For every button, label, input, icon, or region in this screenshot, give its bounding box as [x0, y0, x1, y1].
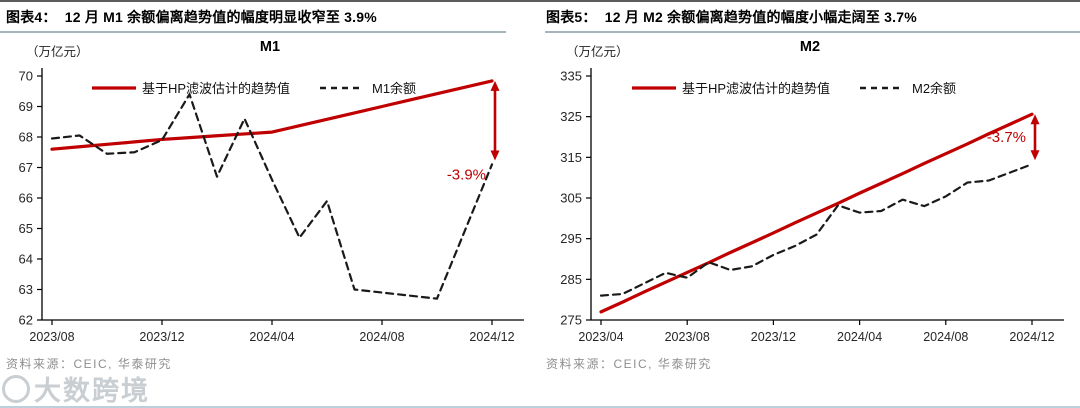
- watermark: 大数跨境: [2, 369, 150, 408]
- x-tick-label: 2023/12: [751, 330, 796, 344]
- y-tick-label: 69: [19, 99, 33, 114]
- y-tick-label: 67: [19, 160, 33, 175]
- y-tick-label: 68: [19, 130, 33, 145]
- y-tick-label: 62: [19, 313, 33, 328]
- y-tick-label: 335: [560, 69, 582, 84]
- source-note: 资料来源：CEIC, 华泰研究: [546, 357, 712, 371]
- source-note: 资料来源：CEIC, 华泰研究: [6, 357, 172, 371]
- deviation-percent-label: -3.9%: [447, 166, 486, 183]
- figure-m2: 图表5： 12 月 M2 余额偏离趋势值的幅度小幅走阔至 3.7% （万亿元） …: [540, 2, 1080, 372]
- y-tick-label: 70: [19, 69, 33, 84]
- m1-line-chart: 70 69 68 67 66 65 64 63 62 2023/08 2023/12 2024/04 2…: [19, 68, 524, 344]
- deviation-arrow-head-down: [1030, 150, 1040, 161]
- legend-balance-label: M2余额: [912, 81, 956, 96]
- y-tick-label: 65: [19, 221, 33, 236]
- legend-trend-label: 基于HP滤波估计的趋势值: [142, 81, 290, 96]
- chart-meta-row: （万亿元） M2: [540, 36, 1080, 62]
- figure-m1: 图表4： 12 月 M1 余额偏离趋势值的幅度明显收窄至 3.9% （万亿元） …: [0, 2, 540, 372]
- deviation-percent-label: -3.7%: [987, 129, 1026, 146]
- bottom-border-line: [0, 406, 1080, 408]
- chart-title-m2: M2: [799, 39, 821, 55]
- y-tick-label: 64: [19, 252, 33, 267]
- x-tick-label: 2024/12: [1009, 330, 1054, 344]
- x-tick-label: 2023/08: [29, 330, 74, 344]
- deviation-arrow-head-up: [1030, 114, 1040, 125]
- y-axis-unit-label: （万亿元）: [26, 45, 89, 59]
- x-tick-label: 2024/12: [469, 330, 514, 344]
- x-tick-label: 2024/04: [837, 330, 882, 344]
- chart-meta-row: （万亿元） M1: [0, 36, 540, 62]
- deviation-arrow-head-down: [490, 150, 500, 161]
- y-tick-label: 66: [19, 191, 33, 206]
- deviation-arrow-head-up: [490, 80, 500, 91]
- y-tick-label: 315: [560, 150, 582, 165]
- y-axis-unit-label: （万亿元）: [566, 45, 629, 59]
- y-tick-label: 295: [560, 231, 582, 246]
- m2-line-chart: 335 325 315 305 295 285 275 2023/04 2023/08 2023/…: [560, 68, 1064, 344]
- y-tick-label: 285: [560, 272, 582, 287]
- y-tick-label: 305: [560, 191, 582, 206]
- caption-divider: [0, 31, 506, 33]
- series-trend-line: [599, 112, 1034, 314]
- x-tick-label: 2024/04: [249, 330, 294, 344]
- x-tick-label: 2023/08: [665, 330, 710, 344]
- figure-m1-caption: 图表4： 12 月 M1 余额偏离趋势值的幅度明显收窄至 3.9%: [6, 9, 377, 25]
- x-tick-label: 2024/08: [923, 330, 968, 344]
- chart-title-m1: M1: [259, 39, 281, 55]
- figure-m2-caption: 图表5： 12 月 M2 余额偏离趋势值的幅度小幅走阔至 3.7%: [546, 9, 917, 25]
- figure-panels: 图表4： 12 月 M1 余额偏离趋势值的幅度明显收窄至 3.9% （万亿元） …: [0, 2, 1080, 372]
- x-tick-label: 2023/04: [578, 330, 623, 344]
- watermark-logo-icon: [2, 374, 30, 403]
- series-dashed-line: [50, 93, 494, 300]
- watermark-text: 大数跨境: [34, 376, 150, 406]
- top-border-line: [0, 0, 1080, 2]
- y-tick-label: 275: [560, 313, 582, 328]
- series-dashed-line: [599, 163, 1034, 297]
- caption-divider: [545, 31, 1080, 33]
- y-tick-label: 325: [560, 109, 582, 124]
- legend-trend-label: 基于HP滤波估计的趋势值: [682, 81, 830, 96]
- legend-balance-label: M1余额: [372, 81, 416, 96]
- x-tick-label: 2023/12: [139, 330, 184, 344]
- x-tick-label: 2024/08: [359, 330, 404, 344]
- y-tick-label: 63: [19, 282, 33, 297]
- series-trend-line: [50, 79, 494, 151]
